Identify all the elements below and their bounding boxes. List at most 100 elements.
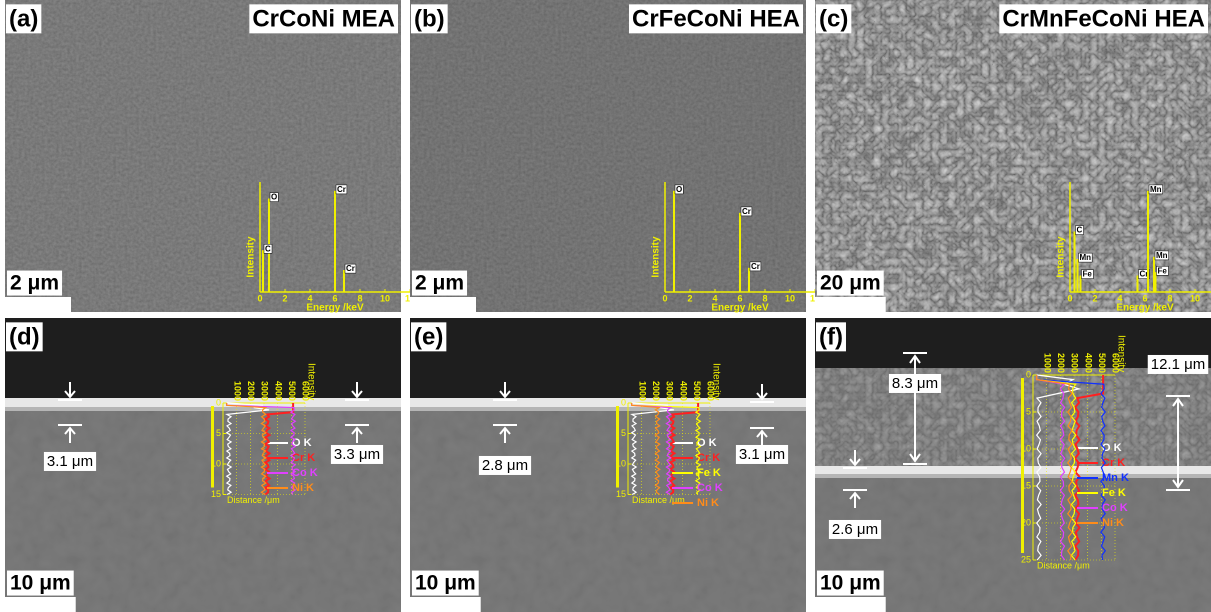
eds-peak-label: Mn	[1080, 253, 1092, 262]
interface	[5, 407, 401, 411]
thickness-label: 12.1 μm	[1151, 356, 1206, 373]
micrograph	[815, 0, 1211, 312]
ls-x-label: Intensity	[305, 363, 316, 400]
ls-legend-label: Mn K	[1102, 472, 1129, 484]
panel-label: (d)	[9, 323, 40, 350]
eds-peak-label: Cr	[337, 185, 346, 194]
ls-x-tick-label: 2000	[246, 381, 256, 401]
eds-y-label: Intensity	[651, 236, 662, 278]
ls-legend-label: Ni K	[1102, 517, 1124, 529]
eds-x-tick-label: 0	[662, 293, 667, 303]
panel: (e)10 μm100020003000400050006000Intensit…	[410, 318, 806, 612]
ls-y-tick-label: 0	[621, 397, 626, 407]
ls-x-tick-label: 1000	[232, 381, 242, 401]
eds-x-tick-label: 0	[1067, 293, 1072, 303]
thickness-label: 2.8 μm	[482, 457, 528, 474]
eds-peak-label: Cr	[751, 262, 760, 271]
ls-y-tick-label: 0	[216, 397, 221, 407]
micrograph	[410, 0, 806, 312]
ls-y-tick-label: 5	[216, 428, 221, 438]
eds-y-label: Intensity	[1056, 236, 1067, 278]
eds-x-tick-label: 10	[380, 293, 390, 303]
ls-legend-label: Ni K	[292, 482, 314, 494]
scale-bar-label: 2 μm	[415, 272, 464, 295]
sem-surface	[410, 0, 806, 312]
ls-legend-label: Co K	[292, 467, 318, 479]
eds-peak-label: C	[1077, 226, 1083, 235]
scale-bar-bg	[410, 297, 476, 312]
page: (a)CrCoNi MEA2 μm024681012Energy /keVInt…	[0, 0, 1211, 612]
ls-x-tick-label: 4000	[1083, 353, 1093, 373]
ls-x-tick-label: 5000	[692, 381, 702, 401]
eds-x-tick-label: 2	[1092, 293, 1097, 303]
interface	[815, 474, 1211, 478]
ls-x-tick-label: 2000	[651, 381, 661, 401]
micrograph	[5, 0, 401, 312]
ls-legend-label: Cr K	[292, 452, 315, 464]
eds-peak-label: Cr	[346, 264, 355, 273]
ls-x-tick-label: 3000	[260, 381, 270, 401]
eds-x-label: Energy /keV	[306, 303, 364, 314]
coating	[815, 466, 1211, 474]
panel: (a)CrCoNi MEA2 μm024681012Energy /keVInt…	[5, 0, 415, 314]
panel: (d)10 μm100020003000400050006000Intensit…	[5, 318, 401, 612]
ls-legend-label: Fe K	[1102, 487, 1126, 499]
scale-bar-label: 10 μm	[415, 572, 476, 595]
ls-legend-label: Fe K	[697, 467, 721, 479]
eds-peak-label: Mn	[1150, 185, 1162, 194]
thickness-label: 3.3 μm	[334, 446, 380, 463]
porous-layer	[815, 368, 1211, 468]
ls-x-tick-label: 3000	[1070, 353, 1080, 373]
panel: (b)CrFeCoNi HEA2 μm024681012Energy /keVI…	[410, 0, 820, 314]
ls-y-label: Distance /μm	[1037, 560, 1090, 570]
thickness-label: 3.1 μm	[739, 446, 785, 463]
ls-y-tick-label: 10	[211, 458, 221, 468]
ls-y-label: Distance /μm	[227, 495, 280, 505]
ls-y-tick-label: 15	[211, 489, 221, 499]
ls-y-tick-label: 10	[1021, 443, 1031, 453]
ls-legend-label: Ni K	[697, 497, 719, 509]
panel-title: CrMnFeCoNi HEA	[1002, 5, 1205, 32]
scale-bar-bg	[410, 597, 481, 612]
eds-x-label: Energy /keV	[1116, 303, 1174, 314]
panel-label: (e)	[414, 323, 443, 350]
sem-surface	[815, 0, 1211, 312]
eds-x-tick-label: 2	[687, 293, 692, 303]
ls-y-tick-label: 15	[616, 489, 626, 499]
ls-x-label: Intensity	[710, 363, 721, 400]
eds-x-tick-label: 0	[257, 293, 262, 303]
interface	[410, 407, 806, 411]
ls-y-tick-label: 10	[616, 458, 626, 468]
ls-y-tick-label: 5	[621, 428, 626, 438]
ls-x-tick-label: 4000	[273, 381, 283, 401]
ls-y-tick-label: 0	[1026, 369, 1031, 379]
eds-x-label: Energy /keV	[711, 303, 769, 314]
scale-bar-label: 2 μm	[10, 272, 59, 295]
eds-x-tick-label: 10	[785, 293, 795, 303]
thickness-label: 2.6 μm	[832, 521, 878, 538]
ls-x-label: Intensity	[1115, 335, 1126, 372]
panel-label: (a)	[9, 5, 38, 32]
scale-bar-bg	[5, 597, 76, 612]
coating	[410, 398, 806, 407]
eds-peak-label: Fe	[1158, 266, 1168, 275]
micrograph	[410, 318, 806, 612]
scale-bar-bg	[5, 297, 71, 312]
resin	[410, 318, 806, 400]
panel-label: (b)	[414, 5, 445, 32]
sem-surface	[5, 0, 401, 312]
eds-peak-label: Fe	[1083, 270, 1093, 279]
eds-x-tick-label: 10	[1190, 293, 1200, 303]
ls-y-tick-label: 20	[1021, 517, 1031, 527]
panel-label: (f)	[819, 323, 843, 350]
figure: (a)CrCoNi MEA2 μm024681012Energy /keVInt…	[0, 0, 1211, 612]
scale-bar-label: 10 μm	[820, 572, 881, 595]
line-scan-marker	[211, 406, 214, 488]
ls-legend-label: Cr K	[697, 452, 720, 464]
panel-title: CrCoNi MEA	[252, 5, 395, 32]
eds-x-tick-label: 2	[282, 293, 287, 303]
eds-peak-label: Mn	[1156, 251, 1168, 260]
panel: (f)10 μm100020003000400050006000Intensit…	[815, 318, 1211, 612]
ls-legend-label: Co K	[697, 482, 723, 494]
